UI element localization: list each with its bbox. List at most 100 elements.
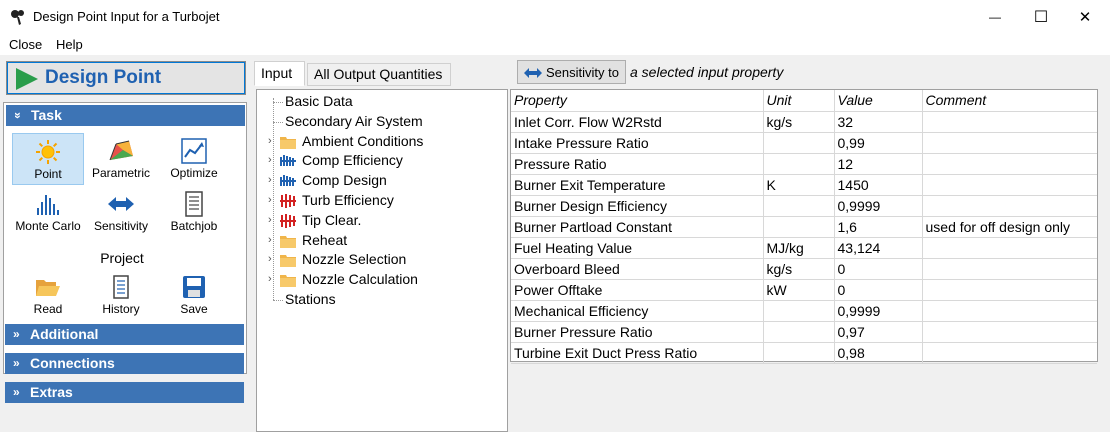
table-row[interactable]: Turbine Exit Duct Press Ratio 0,98 xyxy=(511,342,1097,364)
value-cell[interactable]: 1,6 xyxy=(834,216,923,238)
column-header-unit[interactable]: Unit xyxy=(763,90,835,112)
folder-icon xyxy=(280,135,296,152)
task-header[interactable]: » Task xyxy=(6,105,245,126)
value-cell[interactable]: 32 xyxy=(834,111,923,133)
tool-batchjob[interactable]: Batchjob xyxy=(158,186,230,238)
comment-cell[interactable] xyxy=(922,111,1097,133)
unit-cell: kg/s xyxy=(763,258,835,280)
folder-icon xyxy=(280,234,296,251)
expand-arrow-icon[interactable]: › xyxy=(268,174,272,187)
minimize-button[interactable]: — xyxy=(972,0,1018,33)
title-bar: Design Point Input for a Turbojet — ☐ ✕ xyxy=(0,0,1110,33)
menu-close[interactable]: Close xyxy=(9,37,43,52)
value-cell[interactable]: 1450 xyxy=(834,174,923,196)
unit-cell xyxy=(763,195,835,217)
expand-arrow-icon[interactable]: › xyxy=(268,194,272,206)
close-window-button[interactable]: ✕ xyxy=(1062,0,1108,33)
tool-monte-carlo[interactable]: Monte Carlo xyxy=(12,186,84,238)
unit-cell xyxy=(763,342,835,364)
comment-cell[interactable]: used for off design only xyxy=(922,216,1097,238)
table-row[interactable]: Power Offtake kW 0 xyxy=(511,279,1097,301)
expand-arrow-icon[interactable]: › xyxy=(268,154,272,167)
compressor-icon xyxy=(280,154,296,171)
tool-parametric[interactable]: Parametric xyxy=(85,133,157,185)
expand-arrow-icon[interactable]: › xyxy=(268,233,272,246)
comment-cell[interactable] xyxy=(922,132,1097,154)
property-cell: Pressure Ratio xyxy=(511,153,764,175)
table-header-row: Property Unit Value Comment xyxy=(511,90,1097,112)
tree-item-label: Nozzle Selection xyxy=(302,251,407,268)
menu-help[interactable]: Help xyxy=(56,37,83,52)
table-row[interactable]: Burner Design Efficiency 0,9999 xyxy=(511,195,1097,217)
column-header-value[interactable]: Value xyxy=(834,90,923,112)
value-cell[interactable]: 0,9999 xyxy=(834,300,923,322)
tab-input[interactable]: Input xyxy=(254,61,305,86)
comment-cell[interactable] xyxy=(922,153,1097,175)
optimize-chart-icon xyxy=(181,138,207,164)
unit-cell: MJ/kg xyxy=(763,237,835,259)
surface-plot-icon xyxy=(109,140,133,161)
value-cell[interactable]: 12 xyxy=(834,153,923,175)
histogram-icon xyxy=(37,195,59,215)
project-title: Project xyxy=(100,250,144,266)
column-header-comment[interactable]: Comment xyxy=(922,90,1097,112)
document-icon xyxy=(185,191,203,217)
section-extras[interactable]: » Extras xyxy=(5,382,244,403)
expand-arrow-icon[interactable]: › xyxy=(268,273,272,286)
table-row[interactable]: Inlet Corr. Flow W2Rstd kg/s 32 xyxy=(511,111,1097,133)
double-arrow-icon xyxy=(108,197,134,211)
tree-connector xyxy=(273,300,283,301)
table-row[interactable]: Burner Pressure Ratio 0,97 xyxy=(511,321,1097,343)
comment-cell[interactable] xyxy=(922,174,1097,196)
value-cell[interactable]: 43,124 xyxy=(834,237,923,259)
table-row[interactable]: Burner Partload Constant 1,6 used for off … xyxy=(511,216,1097,238)
maximize-icon: ☐ xyxy=(1033,8,1049,26)
tool-point[interactable]: Point xyxy=(12,133,84,185)
expand-arrow-icon[interactable]: › xyxy=(268,213,272,226)
table-row[interactable]: Fuel Heating Value MJ/kg 43,124 xyxy=(511,237,1097,259)
expand-arrow-icon[interactable]: › xyxy=(268,253,272,266)
tool-history[interactable]: History xyxy=(85,269,157,321)
table-row[interactable]: Burner Exit Temperature K 1450 xyxy=(511,174,1097,196)
value-cell[interactable]: 0,9999 xyxy=(834,195,923,217)
maximize-button[interactable]: ☐ xyxy=(1018,0,1064,33)
value-cell[interactable]: 0,98 xyxy=(834,342,923,364)
tool-sensitivity[interactable]: Sensitivity xyxy=(85,186,157,238)
tool-save[interactable]: Save xyxy=(158,269,230,321)
section-connections[interactable]: » Connections xyxy=(5,353,244,374)
sensitivity-button[interactable]: Sensitivity to xyxy=(517,60,626,84)
comment-cell[interactable] xyxy=(922,279,1097,301)
menu-bar: Close Help xyxy=(0,33,1110,55)
expand-arrow-icon[interactable]: › xyxy=(268,134,272,147)
sun-icon xyxy=(36,140,60,164)
value-cell[interactable]: 0 xyxy=(834,279,923,301)
property-cell: Mechanical Efficiency xyxy=(511,300,764,322)
value-cell[interactable]: 0,97 xyxy=(834,321,923,343)
value-cell[interactable]: 0,99 xyxy=(834,132,923,154)
comment-cell[interactable] xyxy=(922,237,1097,259)
comment-cell[interactable] xyxy=(922,342,1097,364)
tool-optimize[interactable]: Optimize xyxy=(158,133,230,185)
comment-cell[interactable] xyxy=(922,258,1097,280)
tool-label: History xyxy=(102,302,140,316)
table-row[interactable]: Overboard Bleed kg/s 0 xyxy=(511,258,1097,280)
table-row[interactable]: Intake Pressure Ratio 0,99 xyxy=(511,132,1097,154)
compressor-icon xyxy=(280,174,296,191)
property-cell: Turbine Exit Duct Press Ratio xyxy=(511,342,764,364)
section-additional[interactable]: » Additional xyxy=(5,324,244,345)
table-row[interactable]: Mechanical Efficiency 0,9999 xyxy=(511,300,1097,322)
table-row[interactable]: Pressure Ratio 12 xyxy=(511,153,1097,175)
comment-cell[interactable] xyxy=(922,321,1097,343)
column-header-property[interactable]: Property xyxy=(511,90,764,112)
property-grid: Property Unit Value Comment Inlet Corr. … xyxy=(510,89,1098,364)
comment-cell[interactable] xyxy=(922,195,1097,217)
design-point-button[interactable]: Design Point xyxy=(6,61,246,95)
double-arrow-icon xyxy=(524,68,542,78)
comment-cell[interactable] xyxy=(922,300,1097,322)
sensitivity-hint: a selected input property xyxy=(630,64,784,80)
tab-all-output-quantities[interactable]: All Output Quantities xyxy=(307,63,451,86)
tool-read[interactable]: Read xyxy=(12,269,84,321)
tree-item-label: Basic Data xyxy=(285,93,353,109)
design-point-label: Design Point xyxy=(45,67,162,88)
value-cell[interactable]: 0 xyxy=(834,258,923,280)
